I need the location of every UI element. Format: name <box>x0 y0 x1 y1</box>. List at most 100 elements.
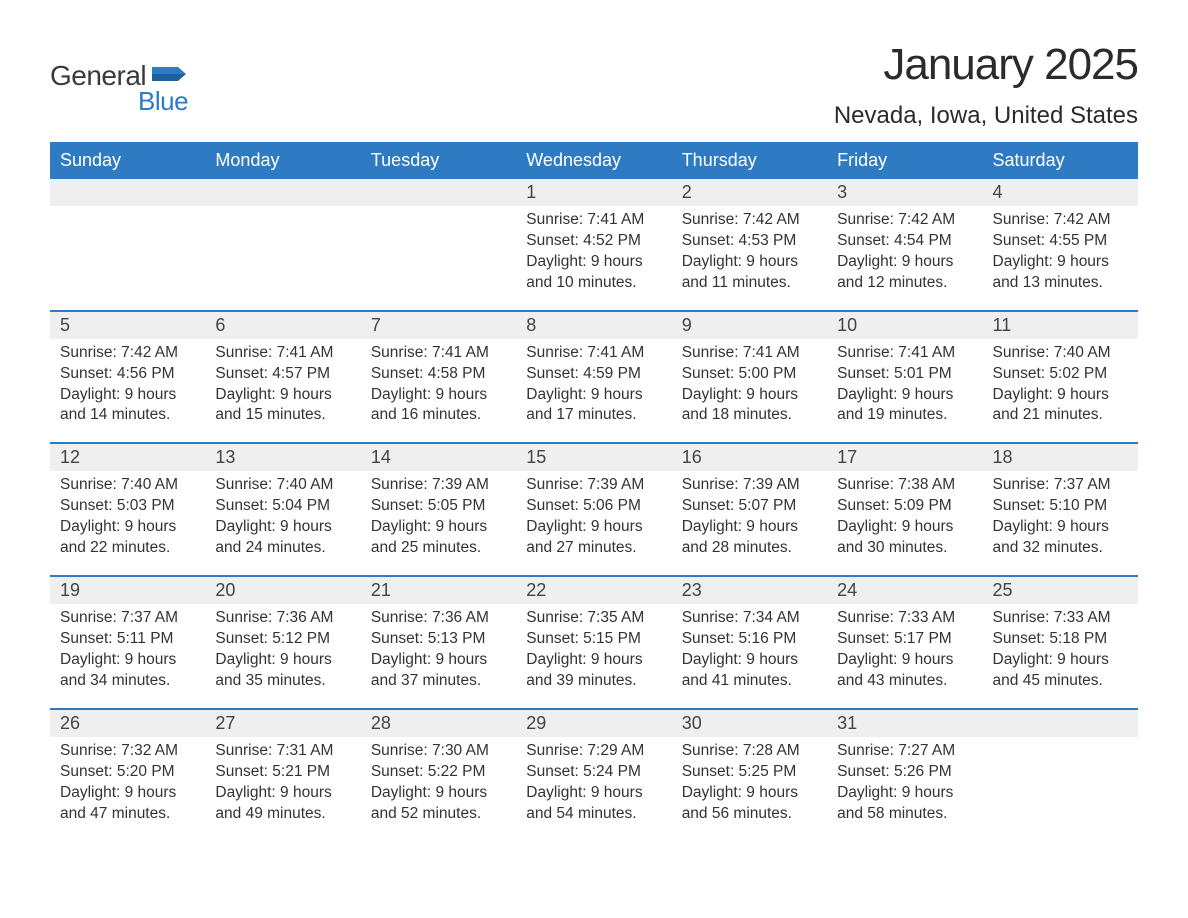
day-details: Sunrise: 7:39 AMSunset: 5:07 PMDaylight:… <box>672 471 827 575</box>
sunrise-line: Sunrise: 7:40 AM <box>60 475 195 496</box>
sunrise-line: Sunrise: 7:40 AM <box>993 343 1128 364</box>
calendar-cell <box>205 179 360 310</box>
sunset-line: Sunset: 5:01 PM <box>837 364 972 385</box>
daylight-line-2: and 12 minutes. <box>837 273 972 294</box>
daylight-line-2: and 45 minutes. <box>993 671 1128 692</box>
sunrise-line: Sunrise: 7:35 AM <box>526 608 661 629</box>
sunrise-line: Sunrise: 7:41 AM <box>526 343 661 364</box>
day-details: Sunrise: 7:33 AMSunset: 5:18 PMDaylight:… <box>983 604 1138 708</box>
daylight-line-1: Daylight: 9 hours <box>526 385 661 406</box>
day-number: 3 <box>827 179 982 206</box>
daylight-line-2: and 16 minutes. <box>371 405 506 426</box>
sunset-line: Sunset: 4:59 PM <box>526 364 661 385</box>
weekday-header: Saturday <box>983 142 1138 179</box>
sunset-line: Sunset: 5:06 PM <box>526 496 661 517</box>
sunset-line: Sunset: 5:04 PM <box>215 496 350 517</box>
calendar-cell: 14Sunrise: 7:39 AMSunset: 5:05 PMDayligh… <box>361 444 516 575</box>
day-details: Sunrise: 7:41 AMSunset: 5:00 PMDaylight:… <box>672 339 827 443</box>
day-details: Sunrise: 7:36 AMSunset: 5:13 PMDaylight:… <box>361 604 516 708</box>
calendar-cell: 27Sunrise: 7:31 AMSunset: 5:21 PMDayligh… <box>205 710 360 841</box>
daylight-line-1: Daylight: 9 hours <box>215 783 350 804</box>
day-details: Sunrise: 7:27 AMSunset: 5:26 PMDaylight:… <box>827 737 982 841</box>
day-number: 12 <box>50 444 205 471</box>
daylight-line-2: and 56 minutes. <box>682 804 817 825</box>
calendar-row: 5Sunrise: 7:42 AMSunset: 4:56 PMDaylight… <box>50 310 1138 443</box>
calendar-cell: 24Sunrise: 7:33 AMSunset: 5:17 PMDayligh… <box>827 577 982 708</box>
sunset-line: Sunset: 4:56 PM <box>60 364 195 385</box>
daylight-line-1: Daylight: 9 hours <box>682 783 817 804</box>
daylight-line-1: Daylight: 9 hours <box>837 252 972 273</box>
daylight-line-2: and 49 minutes. <box>215 804 350 825</box>
calendar-cell: 4Sunrise: 7:42 AMSunset: 4:55 PMDaylight… <box>983 179 1138 310</box>
daylight-line-1: Daylight: 9 hours <box>682 252 817 273</box>
day-number: 24 <box>827 577 982 604</box>
day-number: 2 <box>672 179 827 206</box>
weekday-header: Thursday <box>672 142 827 179</box>
day-details: Sunrise: 7:39 AMSunset: 5:05 PMDaylight:… <box>361 471 516 575</box>
calendar-cell: 25Sunrise: 7:33 AMSunset: 5:18 PMDayligh… <box>983 577 1138 708</box>
calendar-body: 1Sunrise: 7:41 AMSunset: 4:52 PMDaylight… <box>50 179 1138 840</box>
daylight-line-1: Daylight: 9 hours <box>682 517 817 538</box>
sunrise-line: Sunrise: 7:41 AM <box>371 343 506 364</box>
day-number: 25 <box>983 577 1138 604</box>
day-number <box>361 179 516 206</box>
daylight-line-2: and 25 minutes. <box>371 538 506 559</box>
calendar-cell: 26Sunrise: 7:32 AMSunset: 5:20 PMDayligh… <box>50 710 205 841</box>
day-number: 16 <box>672 444 827 471</box>
weekday-header: Friday <box>827 142 982 179</box>
daylight-line-1: Daylight: 9 hours <box>526 252 661 273</box>
daylight-line-1: Daylight: 9 hours <box>526 783 661 804</box>
calendar-row: 12Sunrise: 7:40 AMSunset: 5:03 PMDayligh… <box>50 442 1138 575</box>
calendar-cell: 31Sunrise: 7:27 AMSunset: 5:26 PMDayligh… <box>827 710 982 841</box>
day-number: 7 <box>361 312 516 339</box>
day-details: Sunrise: 7:37 AMSunset: 5:10 PMDaylight:… <box>983 471 1138 575</box>
calendar-cell: 11Sunrise: 7:40 AMSunset: 5:02 PMDayligh… <box>983 312 1138 443</box>
day-number: 1 <box>516 179 671 206</box>
day-number: 5 <box>50 312 205 339</box>
calendar-cell: 28Sunrise: 7:30 AMSunset: 5:22 PMDayligh… <box>361 710 516 841</box>
sunset-line: Sunset: 5:24 PM <box>526 762 661 783</box>
sunrise-line: Sunrise: 7:41 AM <box>526 210 661 231</box>
sunrise-line: Sunrise: 7:39 AM <box>526 475 661 496</box>
sunset-line: Sunset: 4:53 PM <box>682 231 817 252</box>
sunset-line: Sunset: 5:17 PM <box>837 629 972 650</box>
sunset-line: Sunset: 5:05 PM <box>371 496 506 517</box>
sunset-line: Sunset: 5:20 PM <box>60 762 195 783</box>
daylight-line-1: Daylight: 9 hours <box>837 385 972 406</box>
sunrise-line: Sunrise: 7:38 AM <box>837 475 972 496</box>
sunrise-line: Sunrise: 7:36 AM <box>215 608 350 629</box>
day-number: 9 <box>672 312 827 339</box>
daylight-line-2: and 13 minutes. <box>993 273 1128 294</box>
calendar-cell: 21Sunrise: 7:36 AMSunset: 5:13 PMDayligh… <box>361 577 516 708</box>
calendar-cell: 2Sunrise: 7:42 AMSunset: 4:53 PMDaylight… <box>672 179 827 310</box>
sunrise-line: Sunrise: 7:36 AM <box>371 608 506 629</box>
sunrise-line: Sunrise: 7:42 AM <box>993 210 1128 231</box>
daylight-line-1: Daylight: 9 hours <box>215 385 350 406</box>
calendar-cell: 20Sunrise: 7:36 AMSunset: 5:12 PMDayligh… <box>205 577 360 708</box>
day-details: Sunrise: 7:41 AMSunset: 4:57 PMDaylight:… <box>205 339 360 443</box>
day-number: 21 <box>361 577 516 604</box>
calendar-cell: 19Sunrise: 7:37 AMSunset: 5:11 PMDayligh… <box>50 577 205 708</box>
day-details: Sunrise: 7:41 AMSunset: 4:58 PMDaylight:… <box>361 339 516 443</box>
daylight-line-2: and 34 minutes. <box>60 671 195 692</box>
day-number: 13 <box>205 444 360 471</box>
sunset-line: Sunset: 5:25 PM <box>682 762 817 783</box>
calendar-row: 1Sunrise: 7:41 AMSunset: 4:52 PMDaylight… <box>50 179 1138 310</box>
sunrise-line: Sunrise: 7:32 AM <box>60 741 195 762</box>
sunset-line: Sunset: 5:21 PM <box>215 762 350 783</box>
daylight-line-2: and 39 minutes. <box>526 671 661 692</box>
logo-word-blue: Blue <box>138 86 188 117</box>
day-number: 29 <box>516 710 671 737</box>
calendar-cell: 12Sunrise: 7:40 AMSunset: 5:03 PMDayligh… <box>50 444 205 575</box>
day-number: 8 <box>516 312 671 339</box>
sunrise-line: Sunrise: 7:42 AM <box>837 210 972 231</box>
daylight-line-2: and 35 minutes. <box>215 671 350 692</box>
sunrise-line: Sunrise: 7:33 AM <box>993 608 1128 629</box>
calendar-cell: 6Sunrise: 7:41 AMSunset: 4:57 PMDaylight… <box>205 312 360 443</box>
daylight-line-1: Daylight: 9 hours <box>371 517 506 538</box>
daylight-line-1: Daylight: 9 hours <box>60 517 195 538</box>
sunrise-line: Sunrise: 7:27 AM <box>837 741 972 762</box>
daylight-line-1: Daylight: 9 hours <box>60 385 195 406</box>
day-number: 23 <box>672 577 827 604</box>
sunrise-line: Sunrise: 7:39 AM <box>371 475 506 496</box>
